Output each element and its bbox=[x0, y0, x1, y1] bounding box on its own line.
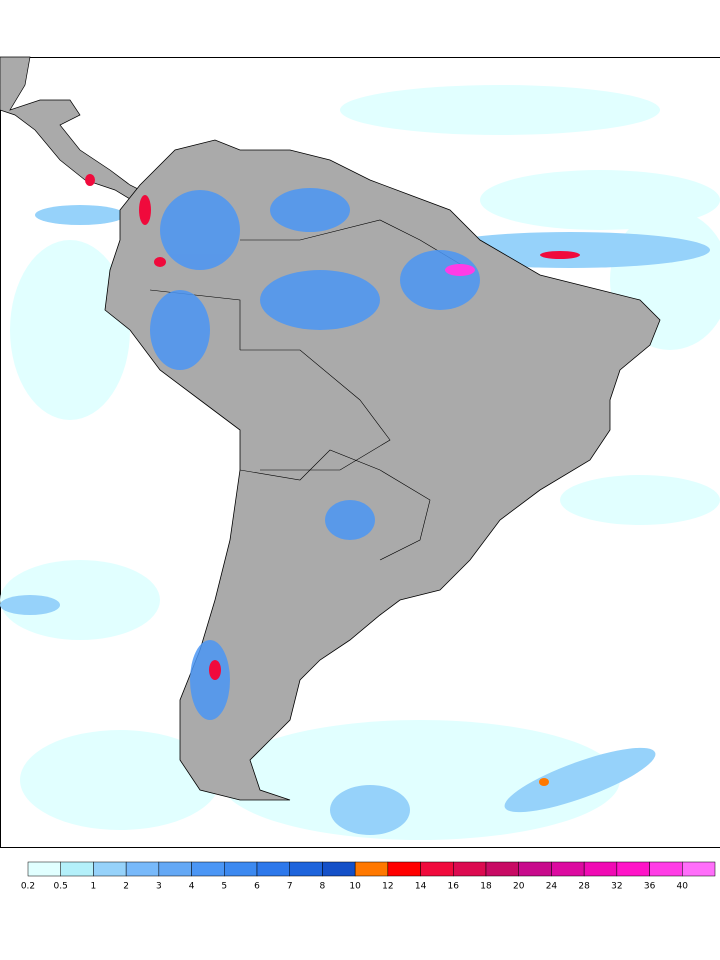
colorbar-tick-label: 24 bbox=[546, 882, 558, 892]
color-swatch bbox=[289, 861, 323, 877]
color-swatch bbox=[649, 861, 683, 877]
color-swatch bbox=[191, 861, 225, 877]
colorbar-tick-label: 2 bbox=[123, 882, 129, 892]
colorbar-tick-label: 36 bbox=[644, 882, 656, 892]
colorbar-tick-label: 40 bbox=[677, 882, 689, 892]
rain-area bbox=[154, 257, 166, 267]
color-swatch bbox=[322, 861, 356, 877]
color-swatch bbox=[93, 861, 127, 877]
color-swatch bbox=[224, 861, 258, 877]
rain-area bbox=[20, 730, 220, 830]
colorbar-tick-label: 18 bbox=[480, 882, 492, 892]
central-america bbox=[0, 56, 151, 206]
color-swatch bbox=[60, 861, 94, 877]
rain-area bbox=[340, 85, 660, 135]
color-swatch bbox=[682, 861, 716, 877]
color-swatch bbox=[256, 861, 290, 877]
border bbox=[240, 219, 471, 271]
light-rain bbox=[0, 85, 720, 840]
color-swatch bbox=[354, 861, 389, 877]
colorbar-tick-label: 32 bbox=[611, 882, 622, 892]
rain-area bbox=[330, 785, 410, 835]
rain-area bbox=[560, 475, 720, 525]
rain-area bbox=[139, 195, 151, 225]
colorbar-tick-label: 3 bbox=[156, 882, 162, 892]
rain-area bbox=[400, 250, 480, 310]
rain-area bbox=[445, 264, 475, 276]
colorbar-tick-label: 4 bbox=[189, 882, 195, 892]
colorbar-tick-label: 20 bbox=[513, 882, 525, 892]
rain-area bbox=[209, 660, 221, 680]
colorbar-tick-label: 1 bbox=[91, 882, 97, 892]
color-swatch bbox=[583, 861, 618, 877]
rain-area bbox=[539, 778, 549, 786]
rain-area bbox=[190, 640, 230, 720]
colorbar-tick-label: 28 bbox=[578, 882, 590, 892]
color-swatch bbox=[27, 861, 61, 877]
color-swatch bbox=[518, 861, 552, 877]
rain-area bbox=[270, 188, 350, 232]
colorbar-tick-label: 7 bbox=[287, 882, 293, 892]
rain-area bbox=[35, 205, 125, 225]
rain-area bbox=[150, 290, 210, 370]
colorbar-tick-label: 0.5 bbox=[54, 882, 68, 892]
rain-area bbox=[85, 174, 95, 186]
rain-area bbox=[260, 270, 380, 330]
color-swatch bbox=[616, 861, 650, 877]
south-america bbox=[104, 139, 661, 801]
colorbar-tick-label: 8 bbox=[320, 882, 326, 892]
color-swatch bbox=[387, 861, 421, 877]
color-swatch bbox=[158, 861, 192, 877]
colorbar-tick-label: 10 bbox=[349, 882, 361, 892]
rain-area bbox=[0, 595, 60, 615]
color-swatch bbox=[125, 861, 160, 877]
color-swatch bbox=[485, 861, 519, 877]
color-swatch bbox=[420, 861, 454, 877]
colorbar-tick-label: 16 bbox=[448, 882, 460, 892]
intense-rain bbox=[85, 174, 580, 786]
rain-area bbox=[540, 251, 580, 259]
colorbar-tick-label: 14 bbox=[415, 882, 427, 892]
colorbar-tick-label: 12 bbox=[382, 882, 393, 892]
border bbox=[239, 449, 431, 561]
color-swatch bbox=[551, 861, 585, 877]
colorbar-tick-label: 0.2 bbox=[21, 882, 35, 892]
colorbar-tick-label: 5 bbox=[221, 882, 227, 892]
colorbar: 0.2 0.5 1 2 3 4 5 6 7 8 10 12 14 16 18 20 24 28 32 36 40 bbox=[21, 861, 716, 892]
rain-area bbox=[325, 500, 375, 540]
rain-area bbox=[504, 747, 656, 813]
color-swatch bbox=[453, 861, 487, 877]
rain-area bbox=[160, 190, 240, 270]
border bbox=[240, 349, 391, 471]
heavy-rain bbox=[150, 188, 480, 720]
colorbar-tick-label: 6 bbox=[254, 882, 260, 892]
rain-area bbox=[0, 560, 160, 640]
borders bbox=[149, 219, 471, 561]
map bbox=[0, 56, 720, 848]
rain-area bbox=[10, 240, 130, 420]
